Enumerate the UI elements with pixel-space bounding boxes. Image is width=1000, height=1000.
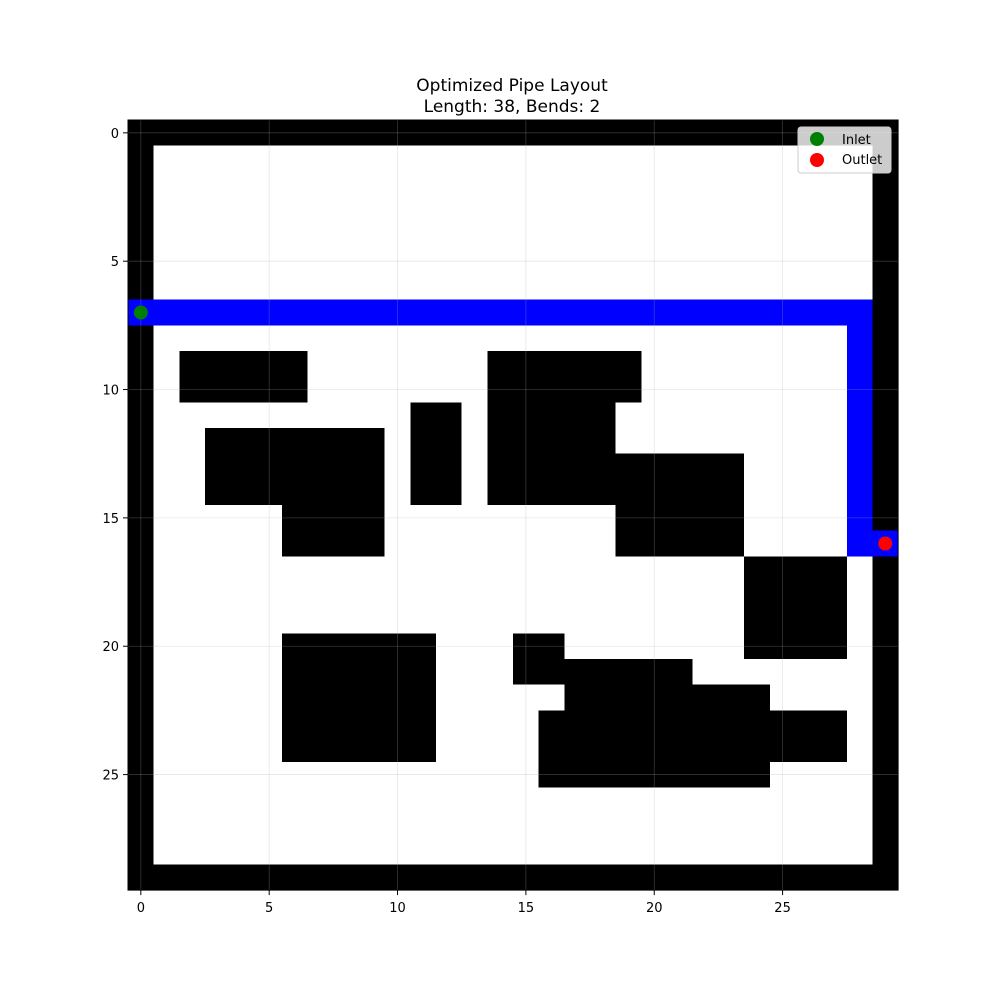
- chart-title: Optimized Pipe Layout: [416, 76, 608, 96]
- y-tick-label: 10: [102, 384, 119, 399]
- axes-frame: [127, 119, 899, 891]
- legend-inlet-marker: [810, 132, 824, 146]
- legend-outlet-marker: [810, 153, 824, 167]
- x-tick-label: 10: [389, 901, 406, 916]
- obstacle-block: [282, 505, 385, 557]
- x-axis: 0 5 10 15 20 25: [137, 890, 791, 916]
- outlet-marker: [878, 536, 893, 551]
- obstacle-block: [564, 684, 770, 711]
- obstacle-block: [615, 453, 745, 557]
- obstacle-block: [487, 402, 616, 506]
- obstacle-block: [513, 633, 565, 685]
- x-tick-label: 15: [518, 901, 535, 916]
- x-tick-label: 5: [265, 901, 273, 916]
- legend-inlet-label: Inlet: [842, 133, 871, 148]
- obstacle-block: [282, 633, 437, 762]
- y-tick-label: 25: [102, 769, 119, 784]
- pipe-segment: [128, 299, 873, 326]
- x-tick-label: 25: [774, 901, 791, 916]
- inlet-marker: [133, 305, 148, 320]
- x-tick-label: 20: [646, 901, 663, 916]
- y-tick-label: 5: [111, 255, 119, 270]
- obstacle-block: [872, 120, 899, 891]
- y-tick-label: 15: [102, 512, 119, 527]
- plot-area: [127, 119, 899, 891]
- legend: Inlet Outlet: [797, 126, 892, 174]
- obstacle-block: [128, 864, 899, 891]
- obstacle-block: [538, 710, 770, 788]
- y-axis: 0 5 10 15 20 25: [102, 127, 128, 784]
- legend-outlet-label: Outlet: [842, 153, 882, 168]
- y-tick-label: 20: [102, 640, 119, 655]
- obstacle-block: [128, 120, 154, 891]
- grid-lines: [128, 120, 899, 891]
- pipe-segment: [846, 299, 873, 557]
- chart-subtitle: Length: 38, Bends: 2: [424, 97, 601, 117]
- obstacle-block: [487, 351, 642, 403]
- obstacle-block: [564, 659, 693, 685]
- obstacle-block: [179, 351, 308, 403]
- y-tick-label: 0: [111, 127, 119, 142]
- obstacle-block: [205, 428, 385, 506]
- obstacle-block: [744, 556, 847, 660]
- obstacle-block: [410, 402, 462, 506]
- obstacle-block: [769, 710, 847, 762]
- x-tick-label: 0: [137, 901, 145, 916]
- obstacle-block: [128, 120, 899, 146]
